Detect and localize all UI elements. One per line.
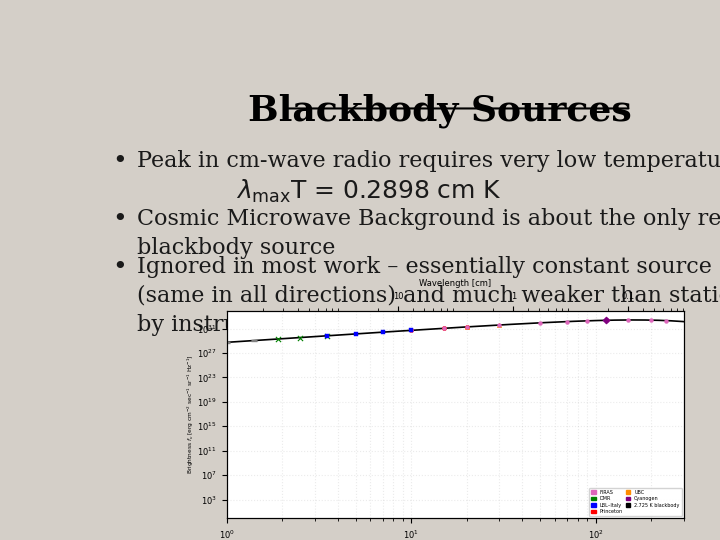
Text: •: • [112, 208, 127, 231]
Point [494, 321, 505, 329]
Text: $\lambda_{\mathrm{max}}$T = 0.2898 cm K: $\lambda_{\mathrm{max}}$T = 0.2898 cm K [236, 178, 502, 205]
Point [321, 332, 333, 340]
Text: •: • [112, 256, 127, 279]
Point [535, 319, 546, 327]
Legend: FIRAS, DMR, LBL–Italy, Princeton, UBC, Cyanogen, 2.725 K blackbody: FIRAS, DMR, LBL–Italy, Princeton, UBC, C… [589, 488, 682, 516]
X-axis label: Wavelength [cm]: Wavelength [cm] [419, 279, 492, 288]
Point [660, 316, 672, 325]
Point [601, 316, 613, 325]
Text: Blackbody Sources: Blackbody Sources [248, 94, 631, 129]
Point [582, 316, 593, 325]
Point [462, 322, 473, 331]
Point [600, 316, 612, 325]
Point [623, 316, 634, 325]
Point [321, 332, 333, 340]
Point [405, 326, 417, 335]
Text: Peak in cm-wave radio requires very low temperature:: Peak in cm-wave radio requires very low … [138, 150, 720, 172]
Point [438, 324, 449, 333]
Point [438, 324, 449, 333]
Point [377, 328, 389, 336]
Point [646, 316, 657, 325]
Point [405, 326, 417, 335]
Y-axis label: Brightness $f_\nu$ [erg cm$^{-2}$ sec$^{-1}$ sr$^{-1}$ Hz$^{-1}$]: Brightness $f_\nu$ [erg cm$^{-2}$ sec$^{… [186, 355, 196, 474]
Text: •: • [112, 150, 127, 173]
Point [462, 322, 473, 331]
Point [405, 326, 417, 335]
Text: Ignored in most work – essentially constant source of static
(same in all direct: Ignored in most work – essentially const… [138, 256, 720, 336]
Point [350, 329, 361, 338]
Point [562, 318, 573, 326]
Point [272, 335, 284, 343]
Point [462, 322, 473, 331]
Text: Cosmic Microwave Background is about the only relevant
blackbody source: Cosmic Microwave Background is about the… [138, 208, 720, 259]
Point [494, 321, 505, 329]
Text: 13: 13 [606, 454, 631, 472]
Point [294, 333, 306, 342]
